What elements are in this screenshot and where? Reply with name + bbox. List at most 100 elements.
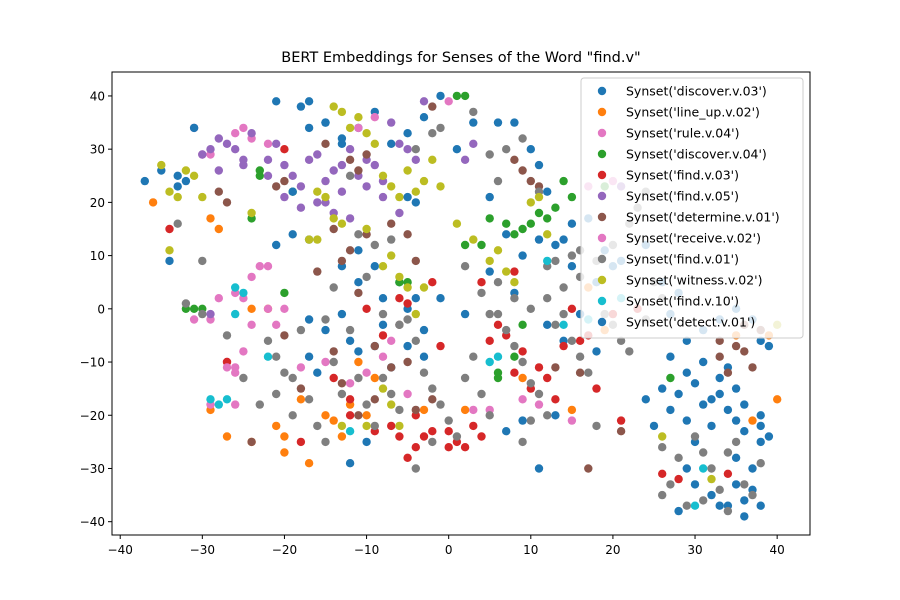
data-point — [263, 304, 273, 313]
data-point — [485, 214, 494, 223]
data-point — [748, 464, 757, 473]
data-point — [715, 336, 724, 345]
data-point — [214, 134, 223, 143]
data-point — [403, 230, 412, 239]
data-point — [534, 235, 544, 244]
data-point — [444, 416, 453, 425]
data-point — [378, 192, 388, 202]
data-point — [551, 363, 560, 372]
data-point — [641, 395, 650, 404]
data-point — [723, 368, 733, 377]
data-point — [395, 208, 404, 218]
data-point — [428, 129, 437, 138]
data-point — [534, 389, 544, 399]
data-point — [452, 432, 462, 441]
y-tick-label: −20 — [80, 409, 105, 423]
data-point — [321, 437, 330, 447]
data-point — [370, 139, 379, 148]
data-point — [534, 160, 544, 170]
data-point — [354, 411, 363, 420]
data-point — [362, 304, 371, 313]
data-point — [362, 437, 371, 447]
data-point — [337, 421, 347, 431]
data-point — [329, 166, 338, 175]
data-point — [518, 134, 527, 143]
data-point — [403, 453, 412, 462]
data-point — [247, 304, 256, 313]
data-point — [756, 437, 765, 447]
legend-marker — [597, 86, 607, 96]
data-point — [616, 416, 626, 425]
data-point — [543, 373, 552, 383]
data-point — [419, 368, 429, 377]
data-point — [723, 405, 733, 415]
data-point — [543, 256, 552, 266]
data-point — [231, 283, 240, 292]
data-point — [567, 192, 577, 202]
data-point — [428, 278, 437, 287]
data-point — [362, 411, 371, 420]
data-point — [518, 166, 527, 175]
data-point — [452, 145, 462, 154]
data-point — [534, 400, 544, 409]
data-point — [444, 97, 453, 106]
data-point — [378, 373, 388, 383]
data-point — [239, 288, 248, 298]
data-point — [304, 155, 314, 164]
data-point — [403, 341, 412, 351]
data-point — [411, 155, 420, 164]
data-point — [584, 368, 593, 377]
data-point — [313, 235, 322, 244]
data-point — [551, 320, 560, 329]
data-point — [699, 496, 708, 505]
data-point — [411, 256, 420, 266]
data-point — [354, 246, 363, 255]
legend-marker — [597, 317, 607, 327]
data-point — [214, 187, 223, 196]
data-point — [731, 437, 741, 447]
data-point — [436, 123, 445, 133]
data-point — [493, 368, 503, 377]
data-point — [428, 427, 437, 436]
data-point — [313, 421, 322, 431]
legend-box — [580, 77, 804, 339]
legend-item: Synset('discover.v.04') — [597, 147, 767, 162]
data-point — [231, 400, 240, 409]
data-point — [658, 384, 667, 393]
data-point — [329, 102, 338, 111]
data-point — [419, 113, 429, 122]
data-point — [206, 145, 215, 154]
data-point — [567, 251, 577, 260]
axes-frame — [111, 71, 811, 536]
data-point — [206, 395, 215, 404]
data-point — [543, 294, 552, 303]
data-point — [329, 347, 338, 356]
data-point — [740, 496, 749, 505]
data-point — [387, 251, 396, 260]
data-point — [395, 405, 404, 415]
data-point — [469, 421, 478, 431]
data-point — [460, 262, 470, 271]
data-point — [370, 240, 379, 250]
data-point — [551, 256, 560, 266]
data-point — [313, 267, 322, 276]
data-point — [543, 187, 552, 196]
data-point — [493, 278, 503, 287]
data-point — [510, 278, 519, 287]
data-point — [345, 379, 355, 388]
chart-title: BERT Embeddings for Senses of the Word "… — [281, 50, 640, 66]
data-point — [354, 373, 363, 383]
legend-marker — [597, 296, 607, 306]
legend-item: Synset('line_up.v.02') — [597, 105, 760, 120]
legend-label: Synset('detect.v.01') — [626, 315, 755, 330]
data-point — [362, 272, 371, 282]
data-point — [518, 437, 527, 447]
data-point — [518, 347, 527, 356]
data-point — [313, 198, 322, 207]
data-point — [485, 150, 494, 159]
data-point — [362, 182, 371, 191]
data-point — [345, 171, 355, 180]
data-point — [469, 405, 478, 415]
legend: Synset('discover.v.03') Synset('line_up.v… — [580, 77, 804, 339]
data-point — [181, 176, 191, 186]
